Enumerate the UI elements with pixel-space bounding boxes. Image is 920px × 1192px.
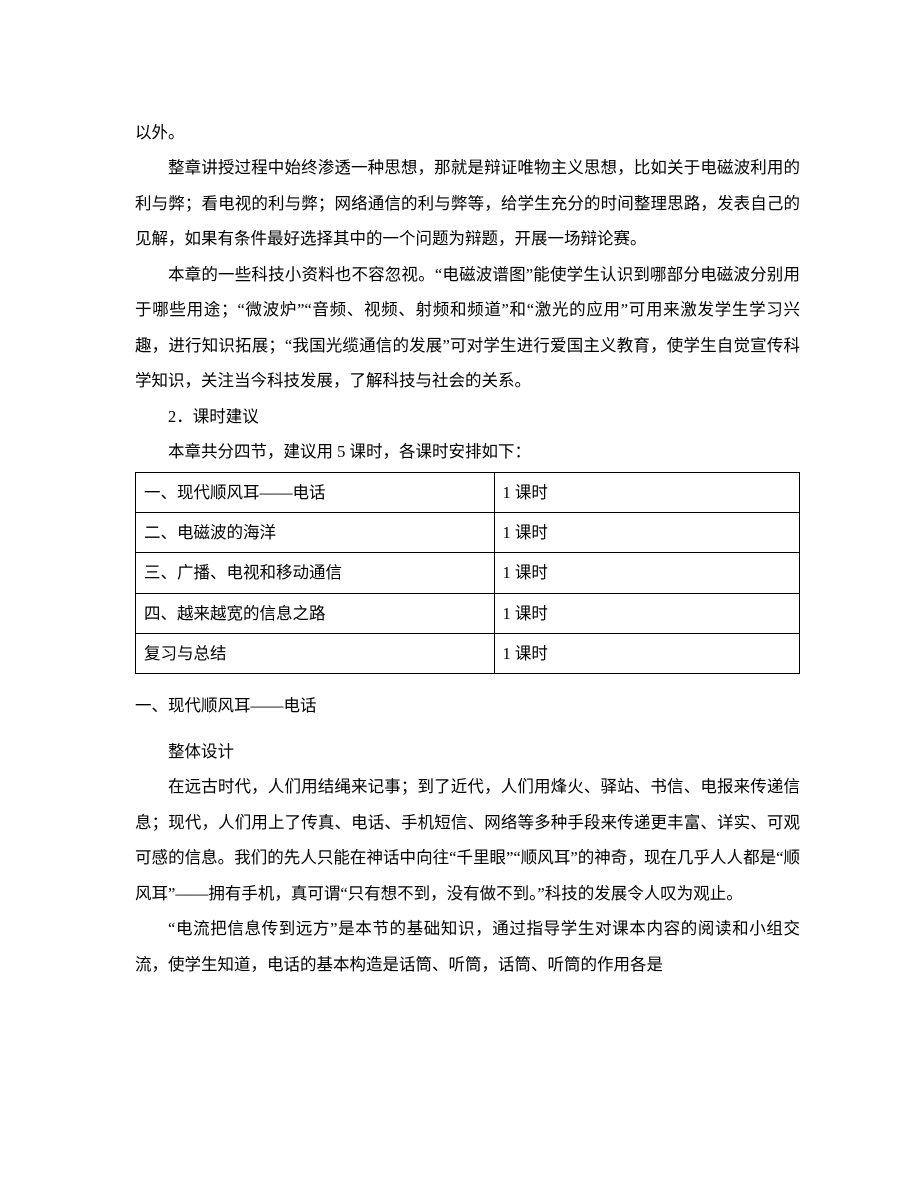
- section-heading-1: 一、现代顺风耳——电话: [135, 688, 800, 723]
- numbered-item-2: 2．课时建议: [135, 399, 800, 434]
- table-row: 复习与总结 1 课时: [136, 634, 800, 674]
- table-cell-hours: 1 课时: [494, 593, 799, 633]
- table-row: 四、越来越宽的信息之路 1 课时: [136, 593, 800, 633]
- schedule-table: 一、现代顺风耳——电话 1 课时 二、电磁波的海洋 1 课时 三、广播、电视和移…: [135, 472, 800, 675]
- paragraph-1: 整章讲授过程中始终渗透一种思想，那就是辩证唯物主义思想，比如关于电磁波利用的利与…: [135, 150, 800, 256]
- table-cell-topic: 二、电磁波的海洋: [136, 513, 495, 553]
- table-cell-topic: 一、现代顺风耳——电话: [136, 472, 495, 512]
- paragraph-2: 本章的一些科技小资料也不容忽视。“电磁波谱图”能使学生认识到哪部分电磁波分别用于…: [135, 257, 800, 399]
- paragraph-6: 在远古时代，人们用结绳来记事；到了近代，人们用烽火、驿站、书信、电报来传递信息；…: [135, 769, 800, 911]
- table-cell-hours: 1 课时: [494, 553, 799, 593]
- table-cell-topic: 复习与总结: [136, 634, 495, 674]
- table-row: 一、现代顺风耳——电话 1 课时: [136, 472, 800, 512]
- paragraph-continuation: 以外。: [135, 115, 800, 150]
- paragraph-4: 本章共分四节，建议用 5 课时，各课时安排如下：: [135, 434, 800, 469]
- table-cell-topic: 三、广播、电视和移动通信: [136, 553, 495, 593]
- table-row: 三、广播、电视和移动通信 1 课时: [136, 553, 800, 593]
- subheading-design: 整体设计: [135, 734, 800, 769]
- table-cell-hours: 1 课时: [494, 472, 799, 512]
- table-cell-hours: 1 课时: [494, 513, 799, 553]
- table-row: 二、电磁波的海洋 1 课时: [136, 513, 800, 553]
- table-cell-topic: 四、越来越宽的信息之路: [136, 593, 495, 633]
- table-cell-hours: 1 课时: [494, 634, 799, 674]
- paragraph-7: “电流把信息传到远方”是本节的基础知识，通过指导学生对课本内容的阅读和小组交流，…: [135, 911, 800, 982]
